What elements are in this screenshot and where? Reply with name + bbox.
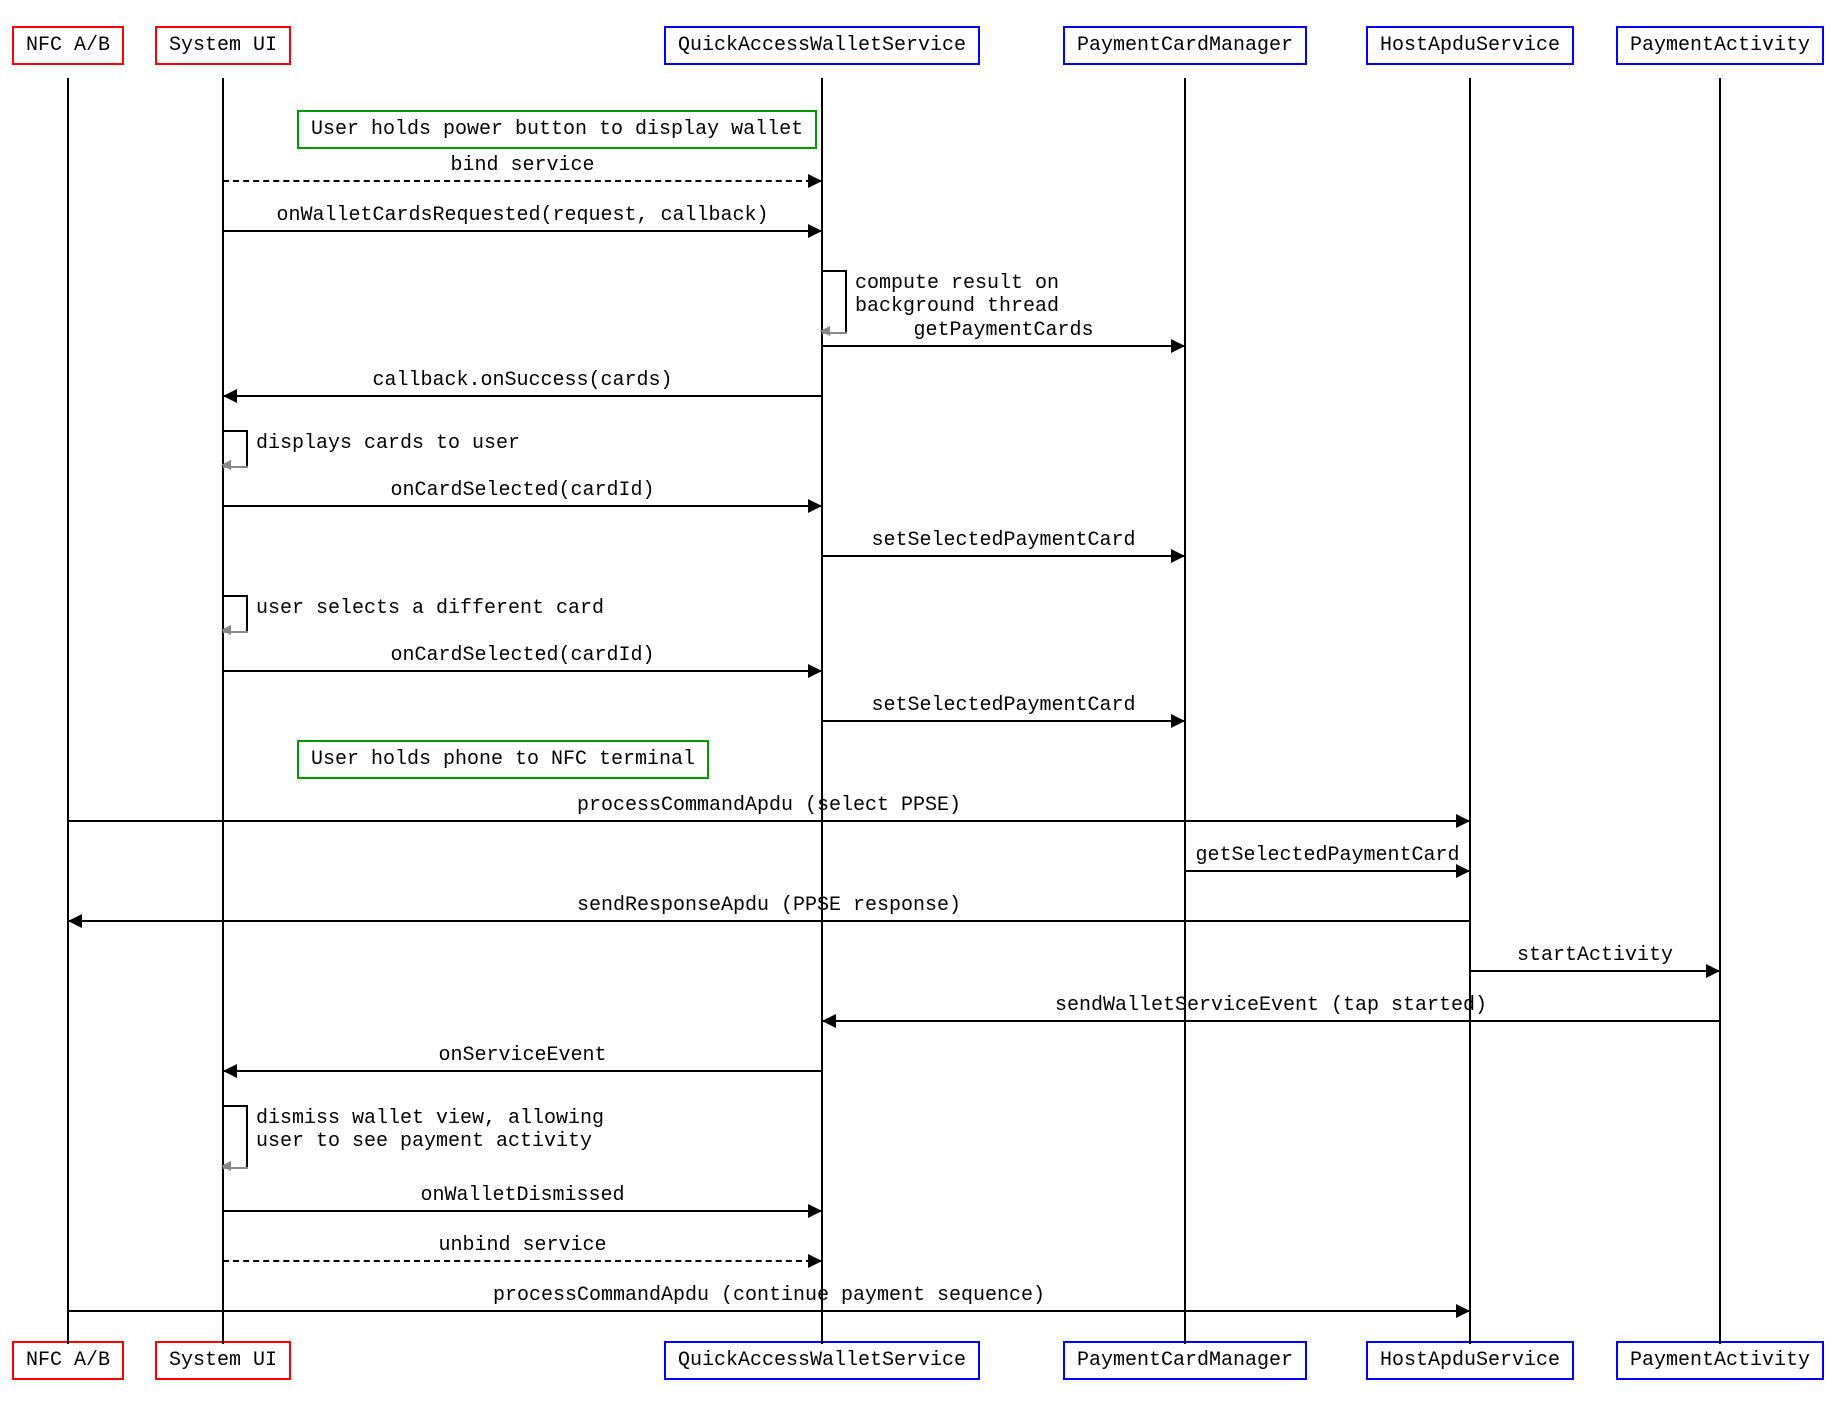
message-line xyxy=(68,920,1470,922)
participant-has: HostApduService xyxy=(1366,1341,1574,1380)
message-line xyxy=(223,1070,822,1072)
message-line xyxy=(223,230,822,232)
participant-pcm: PaymentCardManager xyxy=(1063,26,1307,65)
message-line xyxy=(223,505,822,507)
message-line xyxy=(223,180,822,182)
lifeline-has xyxy=(1469,78,1471,1344)
message-label: sendResponseApdu (PPSE response) xyxy=(577,894,961,917)
message-label: onCardSelected(cardId) xyxy=(390,479,654,502)
message-line xyxy=(223,670,822,672)
participant-sysui: System UI xyxy=(155,1341,291,1380)
message-label: onServiceEvent xyxy=(438,1044,606,1067)
participant-pa: PaymentActivity xyxy=(1616,1341,1824,1380)
message-label: getSelectedPaymentCard xyxy=(1195,844,1459,867)
message-label: bind service xyxy=(450,154,594,177)
lifeline-sysui xyxy=(222,78,224,1344)
participant-qaws: QuickAccessWalletService xyxy=(664,1341,980,1380)
message-line xyxy=(223,395,822,397)
message-line xyxy=(822,555,1185,557)
message-label: compute result on background thread xyxy=(855,272,1059,318)
participant-sysui: System UI xyxy=(155,26,291,65)
sequence-diagram: NFC A/B NFC A/B System UI System UI QuickAcc… xyxy=(0,0,1845,1424)
message-label: onCardSelected(cardId) xyxy=(390,644,654,667)
note-1: User holds phone to NFC terminal xyxy=(297,740,709,779)
message-label: onWalletCardsRequested(request, callback… xyxy=(276,204,768,227)
lifeline-pa xyxy=(1719,78,1721,1344)
participant-qaws: QuickAccessWalletService xyxy=(664,26,980,65)
note-0: User holds power button to display walle… xyxy=(297,110,817,149)
message-label: displays cards to user xyxy=(256,432,520,455)
message-label: dismiss wallet view, allowing user to se… xyxy=(256,1107,604,1153)
lifeline-nfc xyxy=(67,78,69,1344)
message-line xyxy=(223,1260,822,1262)
participant-has: HostApduService xyxy=(1366,26,1574,65)
message-label: unbind service xyxy=(438,1234,606,1257)
message-line xyxy=(1185,870,1470,872)
message-label: setSelectedPaymentCard xyxy=(871,694,1135,717)
message-label: sendWalletServiceEvent (tap started) xyxy=(1055,994,1487,1017)
participant-nfc: NFC A/B xyxy=(12,26,124,65)
message-label: startActivity xyxy=(1517,944,1673,967)
participant-nfc: NFC A/B xyxy=(12,1341,124,1380)
message-label: onWalletDismissed xyxy=(420,1184,624,1207)
lifeline-qaws xyxy=(821,78,823,1344)
message-label: processCommandApdu (continue payment seq… xyxy=(493,1284,1045,1307)
message-line xyxy=(822,720,1185,722)
message-label: user selects a different card xyxy=(256,597,604,620)
message-line xyxy=(822,1020,1720,1022)
participant-pcm: PaymentCardManager xyxy=(1063,1341,1307,1380)
lifeline-pcm xyxy=(1184,78,1186,1344)
message-label: callback.onSuccess(cards) xyxy=(372,369,672,392)
message-label: getPaymentCards xyxy=(913,319,1093,342)
message-line xyxy=(68,820,1470,822)
participant-pa: PaymentActivity xyxy=(1616,26,1824,65)
message-line xyxy=(223,1210,822,1212)
message-label: processCommandApdu (select PPSE) xyxy=(577,794,961,817)
message-line xyxy=(68,1310,1470,1312)
message-line xyxy=(1470,970,1720,972)
message-label: setSelectedPaymentCard xyxy=(871,529,1135,552)
message-line xyxy=(822,345,1185,347)
